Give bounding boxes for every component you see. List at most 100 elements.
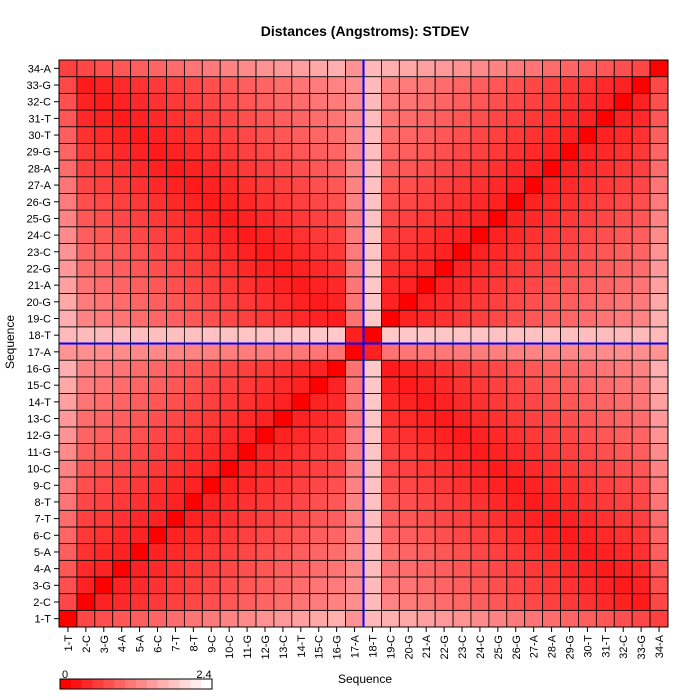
heatmap-cell — [434, 509, 454, 528]
x-tick-label: 18-T — [367, 635, 379, 658]
heatmap-cell — [398, 109, 418, 128]
y-tick-label: 26-G — [27, 197, 51, 209]
heatmap-cell — [327, 109, 346, 128]
heatmap-cell — [219, 243, 239, 261]
heatmap-cell — [219, 209, 239, 228]
heatmap-cell — [363, 92, 382, 111]
legend-frame — [59, 678, 213, 690]
heatmap-cell — [398, 276, 418, 294]
heatmap-cell — [524, 459, 544, 478]
heatmap-cell — [434, 126, 454, 144]
heatmap-cell — [148, 343, 167, 361]
legend-swatch — [60, 679, 72, 689]
heatmap-cell — [219, 393, 239, 411]
heatmap-cell — [58, 76, 78, 94]
heatmap-cell — [58, 443, 78, 461]
heatmap-cell — [595, 109, 615, 128]
heatmap-cell — [130, 609, 149, 628]
y-tick-label: 6-C — [33, 530, 51, 542]
heatmap-cell — [130, 593, 149, 611]
heatmap-cell — [130, 92, 149, 111]
heatmap-cell — [309, 376, 329, 394]
heatmap-cell — [183, 359, 203, 378]
heatmap-cell — [595, 609, 615, 628]
heatmap-cell — [452, 159, 472, 178]
heatmap-cell — [345, 193, 364, 211]
x-tick-label: 7-T — [170, 635, 182, 652]
heatmap-cell — [595, 76, 615, 94]
heatmap-cell — [309, 92, 329, 111]
heatmap-cell — [273, 109, 293, 128]
x-axis-label: Sequence — [338, 672, 392, 686]
heatmap-cell — [416, 243, 436, 261]
x-tick-label: 10-C — [224, 635, 236, 659]
heatmap-cell — [201, 543, 221, 561]
heatmap-cell — [219, 92, 239, 111]
heatmap-cell — [416, 593, 436, 611]
heatmap-cell — [506, 493, 526, 511]
heatmap-cell — [524, 276, 544, 294]
heatmap-cell — [130, 459, 149, 478]
heatmap-cell — [595, 393, 615, 411]
heatmap-cell — [201, 426, 221, 444]
heatmap-cell — [166, 209, 185, 228]
heatmap-cell — [166, 176, 185, 194]
heatmap-cell — [613, 476, 633, 494]
heatmap-cell — [416, 559, 436, 578]
heatmap-cell — [649, 309, 669, 328]
heatmap-cell — [434, 359, 454, 378]
heatmap-cell — [613, 576, 633, 595]
heatmap-cell — [255, 426, 275, 444]
legend-swatch — [168, 679, 180, 689]
heatmap-cell — [470, 109, 490, 128]
x-tick-label: 16-G — [332, 635, 344, 659]
heatmap-cell — [201, 409, 221, 428]
heatmap-cell — [58, 209, 78, 228]
heatmap-cell — [381, 76, 400, 94]
heatmap-cell — [631, 509, 651, 528]
heatmap-cell — [112, 59, 132, 78]
heatmap-cell — [76, 443, 96, 461]
heatmap-cell — [183, 376, 203, 394]
heatmap-cell — [94, 226, 114, 244]
heatmap-cell — [58, 309, 78, 328]
heatmap-cell — [148, 59, 167, 78]
heatmap-cell — [542, 293, 561, 311]
heatmap-cell — [183, 76, 203, 94]
heatmap-cell — [613, 59, 633, 78]
heatmap-cell — [76, 176, 96, 194]
heatmap-cell — [58, 526, 78, 545]
heatmap-cell — [631, 326, 651, 344]
heatmap-cell — [255, 576, 275, 595]
heatmap-cell — [291, 376, 311, 394]
heatmap-cell — [363, 609, 382, 628]
heatmap-cell — [94, 326, 114, 344]
heatmap-cell — [416, 509, 436, 528]
heatmap-cell — [327, 159, 346, 178]
heatmap-cell — [345, 142, 364, 161]
heatmap-cell — [398, 609, 418, 628]
heatmap-cell — [112, 142, 132, 161]
heatmap-cell — [524, 309, 544, 328]
heatmap-cell — [237, 209, 257, 228]
heatmap-cell — [506, 92, 526, 111]
chart-title: Distances (Angstroms): STDEV — [261, 23, 470, 39]
heatmap-cell — [76, 609, 96, 628]
y-tick-label: 22-G — [27, 263, 51, 275]
heatmap-cell — [524, 609, 544, 628]
heatmap-cell — [542, 309, 561, 328]
heatmap-cell — [130, 393, 149, 411]
heatmap-cell — [237, 76, 257, 94]
heatmap-cell — [201, 443, 221, 461]
heatmap-cell — [649, 126, 669, 144]
heatmap-cell — [560, 343, 579, 361]
heatmap-cell — [488, 509, 508, 528]
heatmap-cell — [649, 459, 669, 478]
heatmap-cell — [595, 526, 615, 545]
heatmap-cell — [363, 576, 382, 595]
heatmap-cell — [327, 493, 346, 511]
heatmap-cell — [381, 443, 400, 461]
heatmap-cell — [148, 159, 167, 178]
heatmap-cell — [506, 226, 526, 244]
heatmap-cell — [470, 293, 490, 311]
